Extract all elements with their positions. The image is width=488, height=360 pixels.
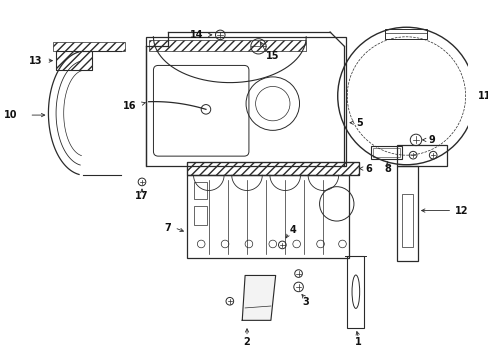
Text: 8: 8 xyxy=(383,163,390,174)
Bar xyxy=(346,256,364,328)
Bar xyxy=(186,162,358,175)
Text: 11: 11 xyxy=(477,91,488,101)
Text: 17: 17 xyxy=(135,191,148,201)
Text: 10: 10 xyxy=(4,110,18,120)
Bar xyxy=(56,51,92,70)
Bar xyxy=(148,40,305,51)
Text: 4: 4 xyxy=(289,225,296,235)
Text: 3: 3 xyxy=(302,297,309,307)
Text: 14: 14 xyxy=(189,30,203,40)
Text: 7: 7 xyxy=(163,223,170,233)
Bar xyxy=(193,206,206,225)
Bar xyxy=(370,146,401,159)
Bar xyxy=(53,41,124,51)
Text: 9: 9 xyxy=(427,135,434,145)
Text: 15: 15 xyxy=(265,51,279,61)
Bar xyxy=(193,182,206,199)
Text: 16: 16 xyxy=(122,100,136,111)
Bar xyxy=(56,51,92,70)
Bar xyxy=(186,162,358,175)
Bar xyxy=(401,194,412,247)
Text: 12: 12 xyxy=(454,206,468,216)
Bar xyxy=(372,148,399,157)
Bar xyxy=(186,175,348,258)
Bar xyxy=(385,29,427,39)
Bar xyxy=(396,166,417,261)
Text: 5: 5 xyxy=(355,118,362,128)
Polygon shape xyxy=(242,275,275,320)
Text: 13: 13 xyxy=(29,56,42,66)
Text: 1: 1 xyxy=(355,337,361,347)
Bar xyxy=(145,37,346,166)
Text: 2: 2 xyxy=(243,337,250,347)
Bar xyxy=(396,145,446,166)
Text: 6: 6 xyxy=(365,163,371,174)
